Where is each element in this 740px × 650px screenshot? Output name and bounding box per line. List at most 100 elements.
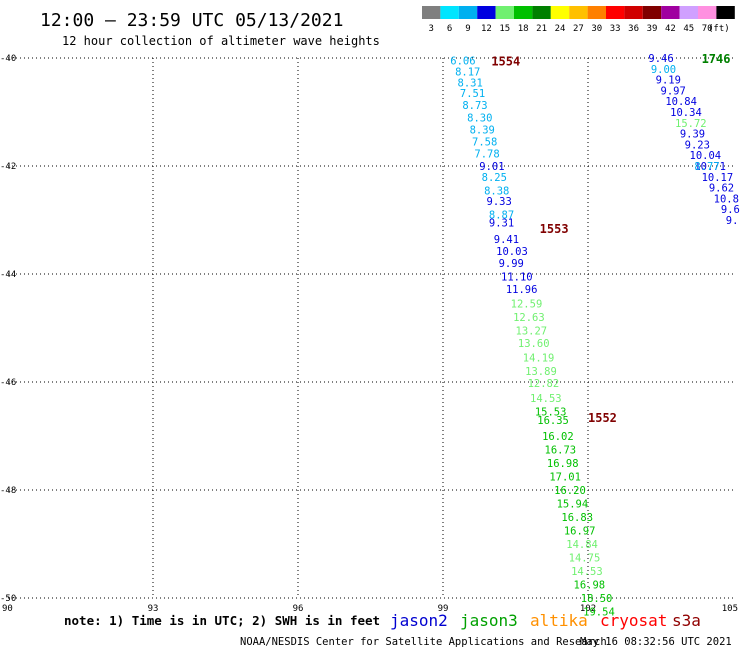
wave-height-point: 18.50	[581, 593, 613, 605]
satellite-name: altika	[530, 611, 588, 630]
wave-height-point: 12.63	[513, 312, 545, 324]
time-labels: 155415531552174617	[491, 52, 731, 425]
legend-label: 36	[628, 24, 639, 34]
wave-height-point: 8.25	[482, 172, 507, 184]
wave-height-point: 9.99	[499, 258, 524, 270]
wave-height-point: 13.27	[516, 326, 548, 338]
x-tick-label: 99	[438, 604, 449, 614]
y-tick-label: -42	[0, 162, 16, 172]
wave-height-point: 9.31	[489, 218, 514, 230]
legend-swatch	[569, 6, 588, 19]
wave-height-point: 15.53	[535, 407, 567, 419]
legend-swatch	[532, 6, 551, 19]
legend-swatch	[679, 6, 698, 19]
time-label: 1552	[588, 411, 617, 425]
wave-height-point: 9.19	[656, 75, 681, 87]
color-legend: 3 6 9 12 15 18 21 24 27 30 33 36 39 42 45 70	[422, 6, 735, 34]
y-tick-label: -44	[0, 270, 16, 280]
wave-height-point: 9.97	[661, 85, 686, 97]
x-tick-label: 105	[722, 604, 738, 614]
time-label: 1554	[491, 55, 520, 69]
legend-swatch	[477, 6, 496, 19]
wave-height-point: 10.84	[665, 96, 697, 108]
legend-label: 12	[481, 24, 492, 34]
x-axis-ticks: 90 93 96 99 102 105	[2, 604, 738, 614]
legend-swatch	[606, 6, 625, 19]
wave-height-point: 14.84	[566, 539, 598, 551]
wave-height-point: 16.20	[554, 485, 586, 497]
satellite-name: jason2	[390, 611, 448, 630]
satellite-name: cryosat	[600, 611, 667, 630]
satellite-legend: jason2 jason3 altika cryosat s3a	[390, 611, 701, 630]
legend-swatch	[716, 6, 735, 19]
legend-swatch	[440, 6, 459, 19]
legend-swatch	[587, 6, 606, 19]
y-axis-ticks: -40 -42 -44 -46 -48 -50	[0, 54, 16, 604]
wave-height-point: 17.01	[549, 472, 581, 484]
legend-unit: (ft)	[708, 24, 730, 34]
wave-height-point: 11.96	[506, 284, 538, 296]
wave-height-point: 9.00	[651, 64, 676, 76]
y-tick-label: -46	[0, 378, 16, 388]
wave-height-point: 16.83	[561, 512, 593, 524]
footer-credit: NOAA/NESDIS Center for Satellite Applica…	[240, 636, 607, 648]
wave-height-point: 10.34	[670, 107, 702, 119]
wave-height-point: 13.60	[518, 338, 550, 350]
wave-height-point: 9.33	[487, 196, 512, 208]
legend-swatch	[550, 6, 570, 19]
wave-height-point: 16.97	[564, 526, 596, 538]
legend-swatch	[661, 6, 680, 19]
wave-height-point: 9.23	[685, 139, 710, 151]
legend-label: 6	[447, 24, 452, 34]
wave-height-point: 7.58	[472, 137, 497, 149]
wave-height-point: 14.75	[569, 553, 601, 565]
legend-label: 24	[555, 24, 566, 34]
legend-swatch	[698, 6, 717, 19]
wave-height-point: 15.94	[557, 499, 589, 511]
x-tick-label: 90	[2, 604, 13, 614]
legend-label: 9	[465, 24, 470, 34]
x-tick-label: 93	[148, 604, 159, 614]
legend-label: 3	[428, 24, 433, 34]
time-label: 1746	[702, 52, 731, 66]
legend-swatch	[495, 6, 514, 19]
legend-swatch	[422, 6, 441, 19]
legend-label: 27	[573, 24, 584, 34]
legend-label: 70	[702, 24, 713, 34]
wave-height-point: 7.51	[460, 88, 485, 100]
wave-height-point: 16.98	[574, 580, 606, 592]
x-tick-label: 102	[580, 604, 596, 614]
legend-label: 39	[647, 24, 658, 34]
chart-title: 12:00 – 23:59 UTC 05/13/2021	[40, 10, 343, 31]
legend-label: 21	[536, 24, 547, 34]
wave-height-point: 8.38	[484, 185, 509, 197]
wave-height-point: 9.	[726, 215, 739, 227]
wave-height-point: 6.06	[450, 56, 475, 68]
legend-swatch	[642, 6, 662, 19]
wave-height-point: 8.87	[489, 210, 514, 222]
wave-height-point: 10.81	[714, 193, 740, 205]
footer-timestamp: May 16 08:32:56 UTC 2021	[580, 636, 732, 648]
footer-note: note: 1) Time is in UTC; 2) SWH is in fe…	[64, 613, 380, 628]
wave-height-values: 6.068.178.317.518.738.308.397.587.789.01…	[450, 53, 740, 619]
wave-height-point: 8.77	[694, 161, 719, 173]
wave-height-point: 11.10	[501, 272, 533, 284]
wave-height-point: 12.82	[528, 378, 560, 390]
legend-label: 42	[665, 24, 676, 34]
x-tick-label: 96	[293, 604, 304, 614]
wave-height-point: 19.54	[583, 607, 615, 619]
wave-height-point: 9.39	[680, 129, 705, 141]
wave-height-point: 8.39	[470, 124, 495, 136]
wave-height-point: 8.17	[455, 67, 480, 79]
legend-label: 30	[591, 24, 602, 34]
wave-height-point: 7.78	[474, 149, 499, 161]
wave-height-point: 10.04	[690, 150, 722, 162]
legend-swatch	[624, 6, 643, 19]
legend-label: 15	[499, 24, 510, 34]
legend-label: 18	[518, 24, 529, 34]
wave-height-point: 14.19	[523, 353, 555, 365]
wave-height-point: 9.41	[494, 234, 519, 246]
wave-height-point: 13.89	[525, 366, 557, 378]
wave-height-point: 16.02	[542, 431, 574, 443]
